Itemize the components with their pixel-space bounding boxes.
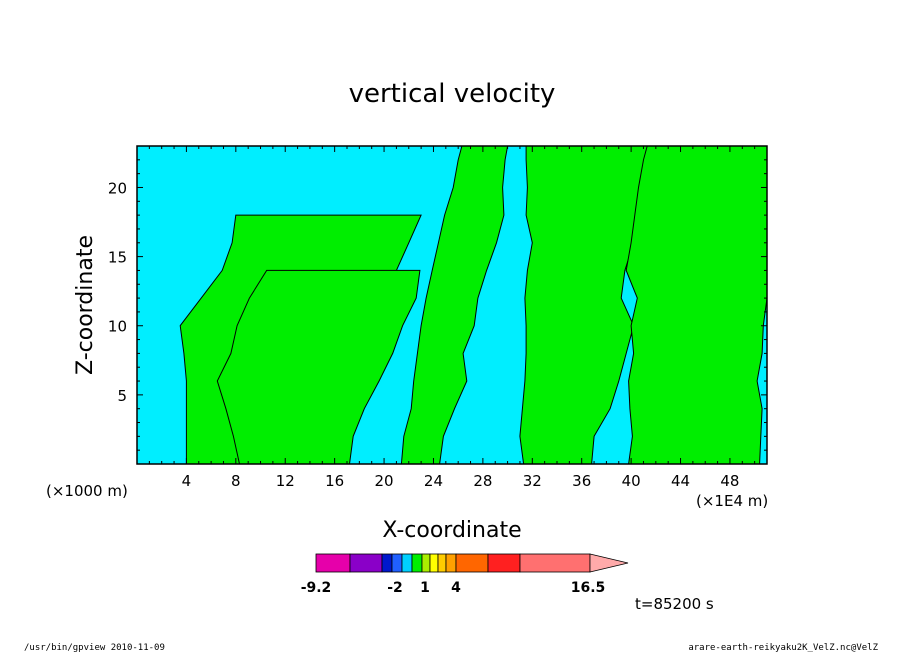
y-tick-label: 10 [108, 318, 127, 336]
colorbar-segment [519, 553, 591, 573]
x-axis-ticks: 4 8 12 16 20 24 28 32 36 40 44 48 [148, 146, 756, 490]
colorbar-tick-label: 4 [451, 580, 461, 596]
colorbar-segment [437, 553, 447, 573]
time-label: t=85200 s [635, 595, 714, 613]
x-tick-label: 8 [231, 472, 241, 490]
colorbar-tick-label: 1 [420, 580, 430, 596]
x-tick-label: 16 [325, 472, 344, 490]
x-tick-label: 20 [375, 472, 394, 490]
x-tick-label: 24 [424, 472, 443, 490]
x-tick-label: 48 [720, 472, 739, 490]
x-tick-label: 12 [276, 472, 295, 490]
colorbar [315, 553, 629, 573]
colorbar-min-label: -9.2 [301, 580, 332, 596]
y-tick-label: 20 [108, 179, 127, 197]
colorbar-segment [401, 553, 413, 573]
x-tick-label: 36 [572, 472, 591, 490]
x-tick-label: 40 [622, 472, 641, 490]
colorbar-segment [391, 553, 403, 573]
x-tick-label: 28 [473, 472, 492, 490]
positive-region [625, 145, 768, 465]
x-unit-right: (×1E4 m) [696, 492, 768, 510]
colorbar-segment [445, 553, 457, 573]
plot-frame [136, 145, 768, 465]
colorbar-segment [487, 553, 521, 573]
y-axis-ticks: 5 10 15 20 [108, 159, 767, 451]
colorbar-segment [421, 553, 431, 573]
footer-left: /usr/bin/gpview 2010-11-09 [24, 643, 165, 653]
positive-velocity-regions [179, 145, 768, 465]
colorbar-segment [349, 553, 383, 573]
colorbar-arrow [589, 553, 629, 573]
colorbar-segment [315, 553, 351, 573]
colorbar-segment [411, 553, 423, 573]
chart-title: vertical velocity [349, 79, 556, 109]
y-axis-label: Z-coordinate [73, 235, 98, 375]
x-tick-label: 4 [182, 472, 192, 490]
y-tick-label: 15 [108, 249, 127, 267]
x-axis-label: X-coordinate [382, 518, 521, 543]
y-tick-label: 5 [117, 387, 127, 405]
colorbar-tick-label: -2 [387, 580, 403, 596]
colorbar-segment [429, 553, 439, 573]
footer-right: arare-earth-reikyaku2K_VelZ.nc@VelZ [688, 643, 878, 653]
positive-region [216, 269, 421, 465]
colorbar-segment [455, 553, 489, 573]
x-unit-left: (×1000 m) [46, 482, 128, 500]
colorbar-segment [381, 553, 393, 573]
x-tick-label: 44 [671, 472, 690, 490]
x-tick-label: 32 [523, 472, 542, 490]
colorbar-max-label: 16.5 [571, 580, 606, 596]
